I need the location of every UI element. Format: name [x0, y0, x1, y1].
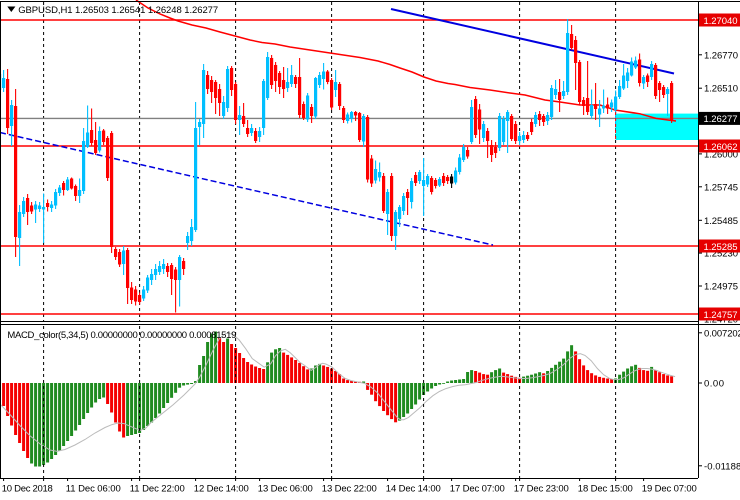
svg-text:1.25230: 1.25230 [704, 249, 738, 260]
svg-text:17 Dec 23:00: 17 Dec 23:00 [514, 484, 569, 495]
svg-text:1.24975: 1.24975 [704, 282, 738, 293]
svg-text:1.25285: 1.25285 [704, 242, 738, 253]
svg-text:1.24757: 1.24757 [704, 310, 738, 321]
svg-text:14 Dec 14:00: 14 Dec 14:00 [386, 484, 441, 495]
svg-text:0.0072023: 0.0072023 [704, 328, 740, 339]
svg-text:17 Dec 07:00: 17 Dec 07:00 [450, 484, 505, 495]
svg-text:GBPUSD,H1 1.26503 1.26541 1.2: GBPUSD,H1 1.26503 1.26541 1.26248 1.2627… [18, 5, 218, 16]
svg-text:12 Dec 14:00: 12 Dec 14:00 [194, 484, 249, 495]
svg-text:1.25745: 1.25745 [704, 182, 738, 193]
svg-text:11 Dec 06:00: 11 Dec 06:00 [66, 484, 121, 495]
svg-text:1.26770: 1.26770 [704, 50, 738, 61]
svg-text:10 Dec 2018: 10 Dec 2018 [2, 484, 53, 495]
svg-text:19 Dec 07:00: 19 Dec 07:00 [642, 484, 697, 495]
svg-text:18 Dec 15:00: 18 Dec 15:00 [578, 484, 633, 495]
svg-text:11 Dec 22:00: 11 Dec 22:00 [130, 484, 185, 495]
svg-text:1.27040: 1.27040 [704, 16, 738, 27]
svg-text:1.26510: 1.26510 [704, 84, 738, 95]
svg-text:-0.0118847: -0.0118847 [704, 461, 740, 472]
svg-text:1.26277: 1.26277 [704, 114, 738, 125]
svg-text:13 Dec 06:00: 13 Dec 06:00 [258, 484, 313, 495]
svg-text:13 Dec 22:00: 13 Dec 22:00 [322, 484, 377, 495]
svg-text:1.26000: 1.26000 [704, 149, 738, 160]
svg-text:1.26062: 1.26062 [704, 142, 738, 153]
svg-text:MACD_color(5,34,5) 0.00000000: MACD_color(5,34,5) 0.00000000 0.00000000… [7, 330, 236, 341]
svg-text:0.00: 0.00 [704, 379, 724, 390]
svg-text:1.25485: 1.25485 [704, 216, 738, 227]
